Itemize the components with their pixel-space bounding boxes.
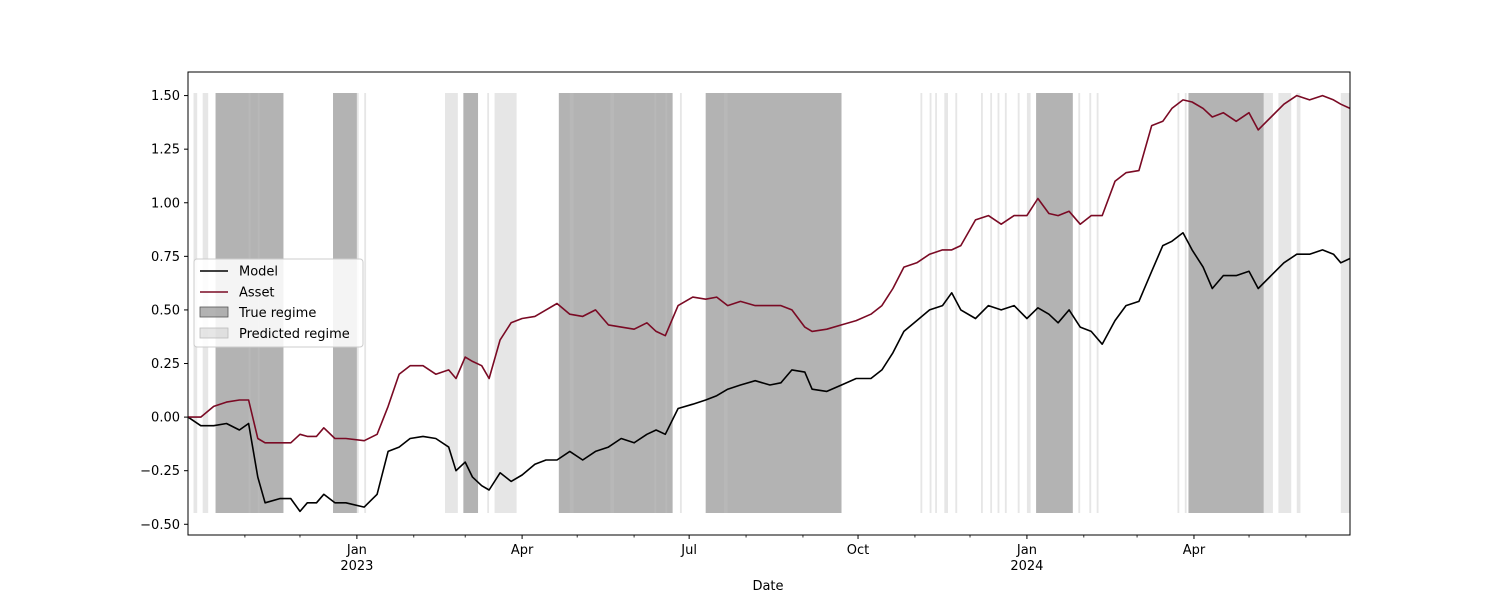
y-tick-label: 0.50 — [151, 303, 180, 318]
predicted-regime-span — [569, 93, 574, 513]
x-axis-title: Date — [752, 579, 783, 594]
predicted-regime-span — [1278, 93, 1292, 513]
true-regime-span — [705, 93, 842, 513]
y-tick-label: 1.50 — [151, 89, 180, 104]
predicted-regime-span — [1340, 93, 1350, 513]
y-tick-label: −0.25 — [140, 464, 180, 479]
predicted-regime-span — [364, 93, 367, 513]
x-tick-year-label: 2024 — [1010, 559, 1043, 574]
predicted-regime-span — [1026, 93, 1031, 513]
predicted-regime-span — [1004, 93, 1007, 513]
predicted-regime-span — [981, 93, 983, 513]
series-line-asset — [188, 94, 1351, 444]
legend-label-asset: Asset — [239, 286, 275, 301]
x-tick-label: Jan — [1016, 543, 1037, 558]
legend-label-true-regime: True regime — [238, 306, 316, 321]
predicted-regime-span — [1296, 93, 1301, 513]
predicted-regime-span — [997, 93, 1000, 513]
y-tick-label: 1.25 — [151, 143, 180, 158]
plot-frame — [187, 71, 1351, 536]
predicted-regime-span — [724, 93, 728, 513]
x-tick-label: Apr — [511, 543, 534, 558]
predicted-regime-span — [920, 93, 923, 513]
y-tick-label: −0.50 — [140, 518, 180, 533]
predicted-regime-span — [665, 93, 668, 513]
predicted-regime-span — [1096, 93, 1099, 513]
predicted-regime-span — [1263, 93, 1273, 513]
x-tick-label: Jul — [680, 543, 697, 558]
y-tick-label: 0.75 — [151, 250, 180, 265]
x-tick-label: Jan — [346, 543, 367, 558]
y-tick-label: 0.25 — [151, 357, 180, 372]
predicted-regime-span — [929, 93, 932, 513]
true-regime-span — [1036, 93, 1073, 513]
y-tick-label: 1.00 — [151, 196, 180, 211]
predicted-regime-span — [654, 93, 657, 513]
predicted-regime-span — [610, 93, 614, 513]
predicted-regime-span — [679, 93, 682, 513]
predicted-regime-span — [1078, 93, 1081, 513]
true-regime-span — [1188, 93, 1264, 513]
x-tick-label: Apr — [1183, 543, 1206, 558]
predicted-regime-span — [990, 93, 993, 513]
y-tick-label: 0.00 — [151, 411, 180, 426]
predicted-regime-span — [494, 93, 517, 513]
predicted-regime-span — [1177, 93, 1180, 513]
series-layer — [187, 94, 1351, 513]
series-line-model — [187, 232, 1351, 513]
legend-frame — [193, 258, 364, 348]
predicted-regime-span — [444, 93, 458, 513]
y-axis: −0.50 −0.25 0.00 0.25 0.50 0.75 1.00 1.25 1.50 — [140, 89, 188, 533]
legend-swatch-predicted-regime — [199, 327, 229, 339]
legend-swatch-true-regime — [199, 306, 229, 318]
predicted-regime-span — [1184, 93, 1187, 513]
legend: Model Asset True regime Predicted regime — [193, 258, 364, 348]
predicted-regime-span — [944, 93, 948, 513]
legend-label-predicted-regime: Predicted regime — [239, 327, 350, 342]
predicted-regime-span — [1017, 93, 1020, 513]
predicted-regime-span — [935, 93, 937, 513]
x-tick-label: Oct — [847, 543, 869, 558]
true-regime-span — [463, 93, 479, 513]
x-tick-year-label: 2023 — [340, 559, 373, 574]
predicted-regime-span — [487, 93, 490, 513]
legend-label-model: Model — [239, 265, 278, 280]
predicted-regime-span — [1089, 93, 1092, 513]
